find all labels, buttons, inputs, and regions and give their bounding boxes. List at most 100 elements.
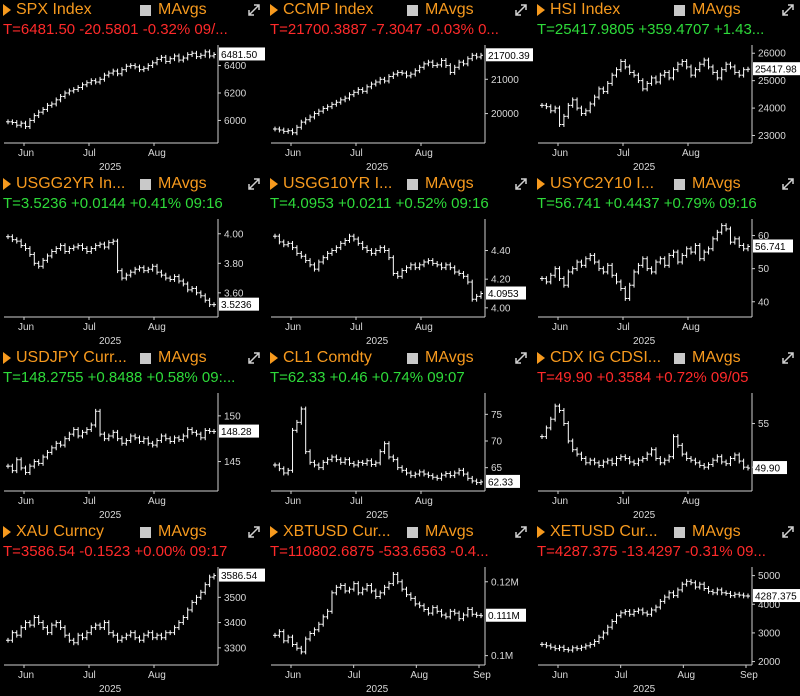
- expand-icon[interactable]: [246, 176, 262, 192]
- price-bar: [479, 52, 483, 60]
- chart-panel[interactable]: USGG10YR I... MAvgs T=4.0953 +0.0211 +0.52…: [267, 174, 533, 348]
- price-bar: [715, 587, 720, 596]
- mavgs-checkbox-icon[interactable]: [407, 353, 418, 364]
- x-tick-label: Aug: [682, 496, 700, 507]
- mavgs-checkbox-icon[interactable]: [674, 527, 685, 538]
- mavgs-checkbox-icon[interactable]: [140, 353, 151, 364]
- ticker-label[interactable]: USGG2YR In...: [16, 175, 126, 192]
- price-bar: [207, 49, 212, 59]
- mavgs-label[interactable]: MAvgs: [158, 349, 207, 366]
- expand-icon[interactable]: [246, 2, 262, 18]
- mavgs-label[interactable]: MAvgs: [425, 175, 474, 192]
- expand-icon[interactable]: [780, 176, 796, 192]
- price-bar: [728, 456, 733, 467]
- mavgs-checkbox-icon[interactable]: [140, 179, 151, 190]
- price-bar: [273, 462, 277, 468]
- chart-panel[interactable]: USDJPY Curr... MAvgs T=148.2755 +0.8488 +0…: [0, 348, 266, 522]
- mavgs-label[interactable]: MAvgs: [692, 175, 741, 192]
- price-bar: [382, 584, 387, 596]
- x-tick-label: Aug: [415, 322, 433, 333]
- price-bar: [19, 120, 24, 128]
- expand-icon[interactable]: [513, 524, 529, 540]
- price-bar: [618, 279, 623, 291]
- mavgs-label[interactable]: MAvgs: [425, 523, 474, 540]
- price-bar: [408, 592, 413, 601]
- mavgs-checkbox-icon[interactable]: [407, 5, 418, 16]
- price-bar: [303, 636, 308, 655]
- chart-panel[interactable]: USYC2Y10 I... MAvgs T=56.741 +0.4437 +0.79…: [534, 174, 800, 348]
- price-bar: [36, 260, 41, 269]
- price-bar: [636, 457, 641, 467]
- expand-icon[interactable]: [246, 524, 262, 540]
- mavgs-checkbox-icon[interactable]: [140, 5, 151, 16]
- price-bar: [41, 257, 46, 269]
- mavgs-label[interactable]: MAvgs: [425, 349, 474, 366]
- chart-panel[interactable]: USGG2YR In... MAvgs T=3.5236 +0.0144 +0.41…: [0, 174, 266, 348]
- y-tick-label: 75: [491, 410, 503, 421]
- price-bar: [106, 433, 111, 442]
- expand-icon[interactable]: [513, 2, 529, 18]
- mavgs-checkbox-icon[interactable]: [674, 353, 685, 364]
- mavgs-label[interactable]: MAvgs: [158, 175, 207, 192]
- ticker-label[interactable]: XAU Curncy: [16, 523, 105, 540]
- mavgs-label[interactable]: MAvgs: [425, 1, 474, 18]
- chart-panel[interactable]: CDX IG CDSI... MAvgs T=49.90 +0.3584 +0.72…: [534, 348, 800, 522]
- mavgs-label[interactable]: MAvgs: [158, 523, 207, 540]
- expand-icon[interactable]: [513, 176, 529, 192]
- ticker-label[interactable]: SPX Index: [16, 1, 92, 18]
- price-bar: [710, 457, 715, 467]
- price-bar: [561, 276, 566, 288]
- y-tick-label: 6200: [224, 89, 247, 100]
- expand-icon[interactable]: [246, 350, 262, 366]
- price-bar: [605, 457, 610, 465]
- ticker-label[interactable]: XBTUSD Cur...: [283, 523, 391, 540]
- mavgs-checkbox-icon[interactable]: [407, 527, 418, 538]
- ticker-label[interactable]: HSI Index: [550, 1, 621, 18]
- price-bar: [382, 76, 387, 84]
- price-bar: [338, 457, 343, 465]
- price-bar: [365, 245, 370, 253]
- price-chart: 75 70 65 62.33 Jun Jul Aug 2025: [271, 393, 520, 521]
- expand-icon[interactable]: [513, 350, 529, 366]
- price-bar: [356, 459, 361, 468]
- price-bar: [23, 465, 28, 475]
- price-bar: [316, 621, 321, 633]
- price-bar: [176, 53, 181, 63]
- chart-panel[interactable]: XETUSD Cur... MAvgs T=4287.375 -13.4297 -0…: [534, 522, 800, 696]
- price-bar: [579, 644, 584, 652]
- ticker-label[interactable]: XETUSD Cur...: [550, 523, 658, 540]
- mavgs-checkbox-icon[interactable]: [674, 179, 685, 190]
- expand-icon[interactable]: [780, 350, 796, 366]
- y-tick-label: 26000: [758, 49, 786, 60]
- mavgs-label[interactable]: MAvgs: [692, 1, 741, 18]
- expand-icon[interactable]: [780, 524, 796, 540]
- price-bar: [640, 607, 645, 616]
- mavgs-checkbox-icon[interactable]: [140, 527, 151, 538]
- ticker-label[interactable]: CCMP Index: [283, 1, 374, 18]
- ticker-label[interactable]: USDJPY Curr...: [16, 349, 127, 366]
- price-bar: [557, 266, 562, 281]
- year-label: 2025: [633, 162, 656, 173]
- chart-panel[interactable]: CL1 Comdty MAvgs T=62.33 +0.46 +0.74% 09:0…: [267, 348, 533, 522]
- ticker-label[interactable]: USYC2Y10 I...: [550, 175, 655, 192]
- x-tick-label: Jun: [285, 670, 301, 681]
- ticker-label[interactable]: CL1 Comdty: [283, 349, 372, 366]
- mavgs-label[interactable]: MAvgs: [692, 523, 741, 540]
- price-bar: [14, 457, 19, 474]
- mavgs-checkbox-icon[interactable]: [674, 5, 685, 16]
- mavgs-checkbox-icon[interactable]: [407, 179, 418, 190]
- ticker-label[interactable]: USGG10YR I...: [283, 175, 393, 192]
- chart-panel[interactable]: HSI Index MAvgs T=25417.9805 +359.4707 +1.…: [534, 0, 800, 174]
- price-bar: [675, 587, 680, 599]
- chart-panel[interactable]: CCMP Index MAvgs T=21700.3887 -7.3047 -0.0…: [267, 0, 533, 174]
- price-bar: [102, 241, 107, 250]
- price-bar: [583, 456, 588, 466]
- chart-panel[interactable]: SPX Index MAvgs T=6481.50 -20.5801 -0.32% …: [0, 0, 266, 174]
- ticker-label[interactable]: CDX IG CDSI...: [550, 349, 662, 366]
- mavgs-label[interactable]: MAvgs: [692, 349, 741, 366]
- price-bar: [54, 97, 59, 107]
- mavgs-label[interactable]: MAvgs: [158, 1, 207, 18]
- chart-panel[interactable]: XBTUSD Cur... MAvgs T=110802.6875 -533.656…: [267, 522, 533, 696]
- chart-panel[interactable]: XAU Curncy MAvgs T=3586.54 -0.1523 +0.00% …: [0, 522, 266, 696]
- expand-icon[interactable]: [780, 2, 796, 18]
